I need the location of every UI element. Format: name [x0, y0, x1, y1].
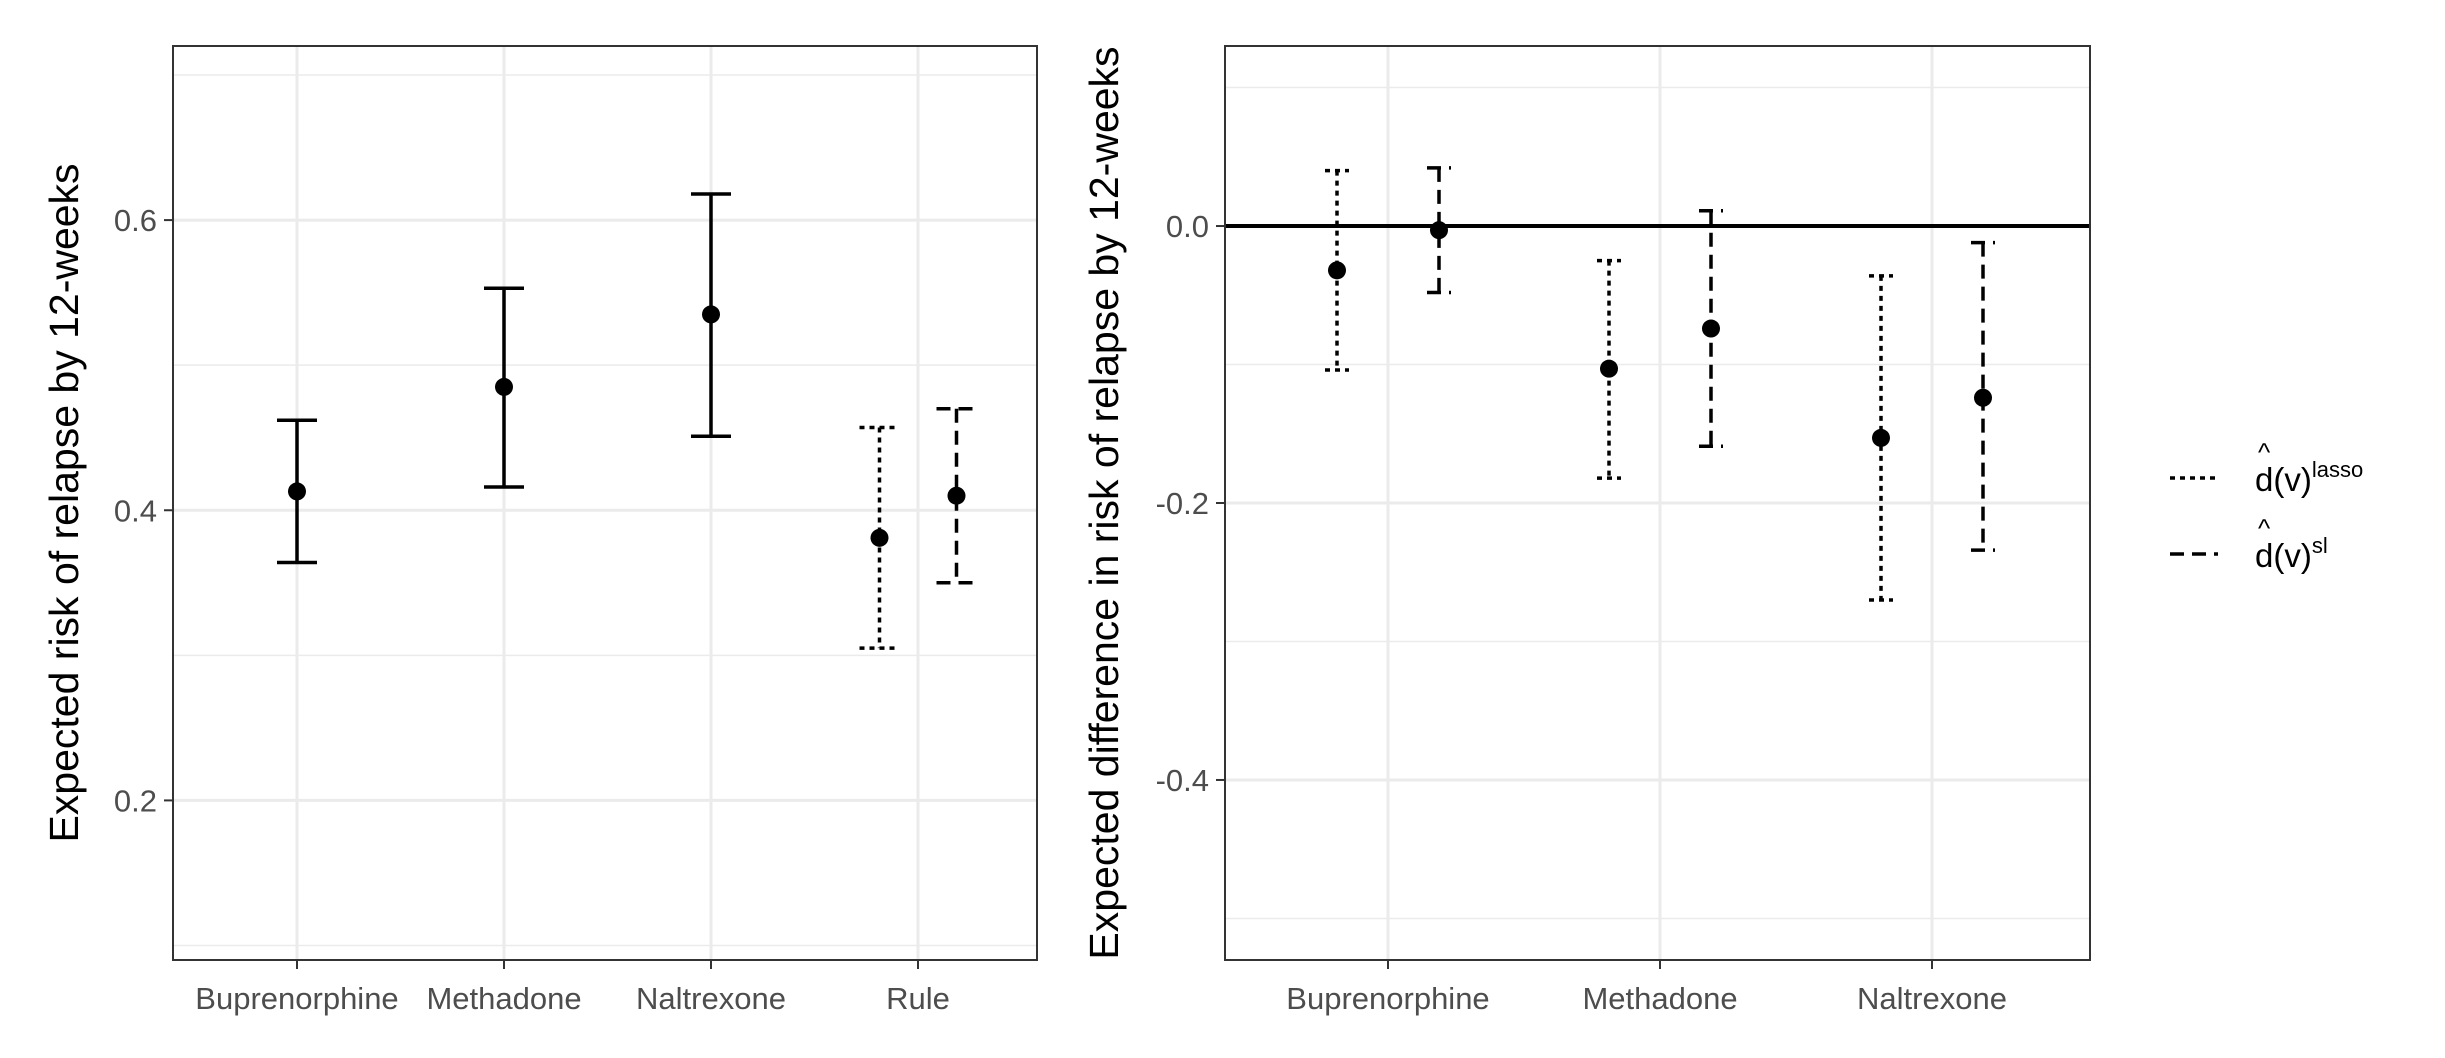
left-marks [277, 192, 977, 650]
right-marks [1325, 166, 1995, 602]
left-errorbar-rule-dotted [859, 425, 900, 650]
right-x-ticks: Buprenorphine Methadone Naltrexone [1286, 960, 2007, 1016]
point-estimate [288, 482, 306, 501]
right-errorbar-methadone-dotted [1597, 258, 1621, 480]
right-x-tick-label: Methadone [1582, 981, 1737, 1016]
left-y-tick-label: 0.6 [114, 203, 157, 238]
left-y-tick-label: 0.4 [114, 493, 157, 528]
left-minor-grid [173, 74, 1037, 947]
left-errorbar-naltrexone-solid [691, 192, 731, 439]
point-estimate [870, 528, 889, 547]
right-minor-grid [1225, 86, 2090, 920]
legend-item-dotted: d(v)lasso^ [2170, 437, 2363, 498]
left-x-ticks: Buprenorphine Methadone Naltrexone Rule [195, 960, 950, 1016]
left-errorbar-rule-dashed [936, 406, 977, 585]
right-y-tick-label: 0.0 [1166, 209, 1209, 244]
right-x-tick-label: Buprenorphine [1286, 981, 1489, 1016]
left-x-tick-label: Methadone [426, 981, 581, 1016]
left-errorbar-buprenorphine-solid [277, 418, 317, 565]
point-estimate [1702, 319, 1720, 338]
right-y-tick-label: -0.2 [1156, 486, 1209, 521]
right-y-ticks: -0.4 -0.2 0.0 [1156, 209, 1225, 798]
point-estimate [1328, 261, 1346, 280]
left-plot-border [172, 45, 1038, 961]
legend-hat: ^ [2258, 513, 2271, 543]
point-estimate [1872, 428, 1890, 447]
legend-label: d(v)lasso [2255, 457, 2363, 498]
point-estimate [1430, 221, 1448, 240]
point-estimate [1974, 388, 1992, 407]
left-x-tick-label: Naltrexone [636, 981, 786, 1016]
point-estimate [702, 305, 720, 324]
left-major-grid [173, 46, 1037, 960]
right-errorbar-naltrexone-dotted [1869, 274, 1893, 602]
right-x-tick-label: Naltrexone [1857, 981, 2007, 1016]
point-estimate [495, 377, 513, 396]
right-panel: -0.4 -0.2 0.0 Buprenorphine Methadone Naltre… [1081, 45, 2091, 1016]
right-errorbar-buprenorphine-dashed [1427, 166, 1451, 295]
left-plot-background [173, 46, 1037, 960]
legend-label: d(v)sl [2255, 533, 2328, 574]
legend-hat: ^ [2258, 437, 2271, 467]
right-errorbar-methadone-dashed [1699, 209, 1723, 448]
point-estimate [947, 486, 966, 505]
left-y-axis-title: Expected risk of relapse by 12-weeks [41, 163, 87, 842]
right-errorbar-naltrexone-dashed [1971, 240, 1995, 552]
left-panel: 0.2 0.4 0.6 Buprenorphine Methadone Naltrexo… [41, 45, 1038, 1016]
point-estimate [1600, 359, 1618, 378]
left-x-tick-label: Rule [886, 981, 950, 1016]
left-y-ticks: 0.2 0.4 0.6 [114, 203, 173, 818]
legend: d(v)lasso^d(v)sl^ [2170, 437, 2363, 574]
right-y-axis-title: Expected difference in risk of relapse b… [1081, 46, 1127, 959]
left-y-tick-label: 0.2 [114, 783, 157, 818]
legend-item-dashed: d(v)sl^ [2170, 513, 2328, 574]
left-errorbar-methadone-solid [484, 286, 524, 489]
left-x-tick-label: Buprenorphine [195, 981, 398, 1016]
right-y-tick-label: -0.4 [1156, 763, 1209, 798]
right-errorbar-buprenorphine-dotted [1325, 168, 1349, 372]
